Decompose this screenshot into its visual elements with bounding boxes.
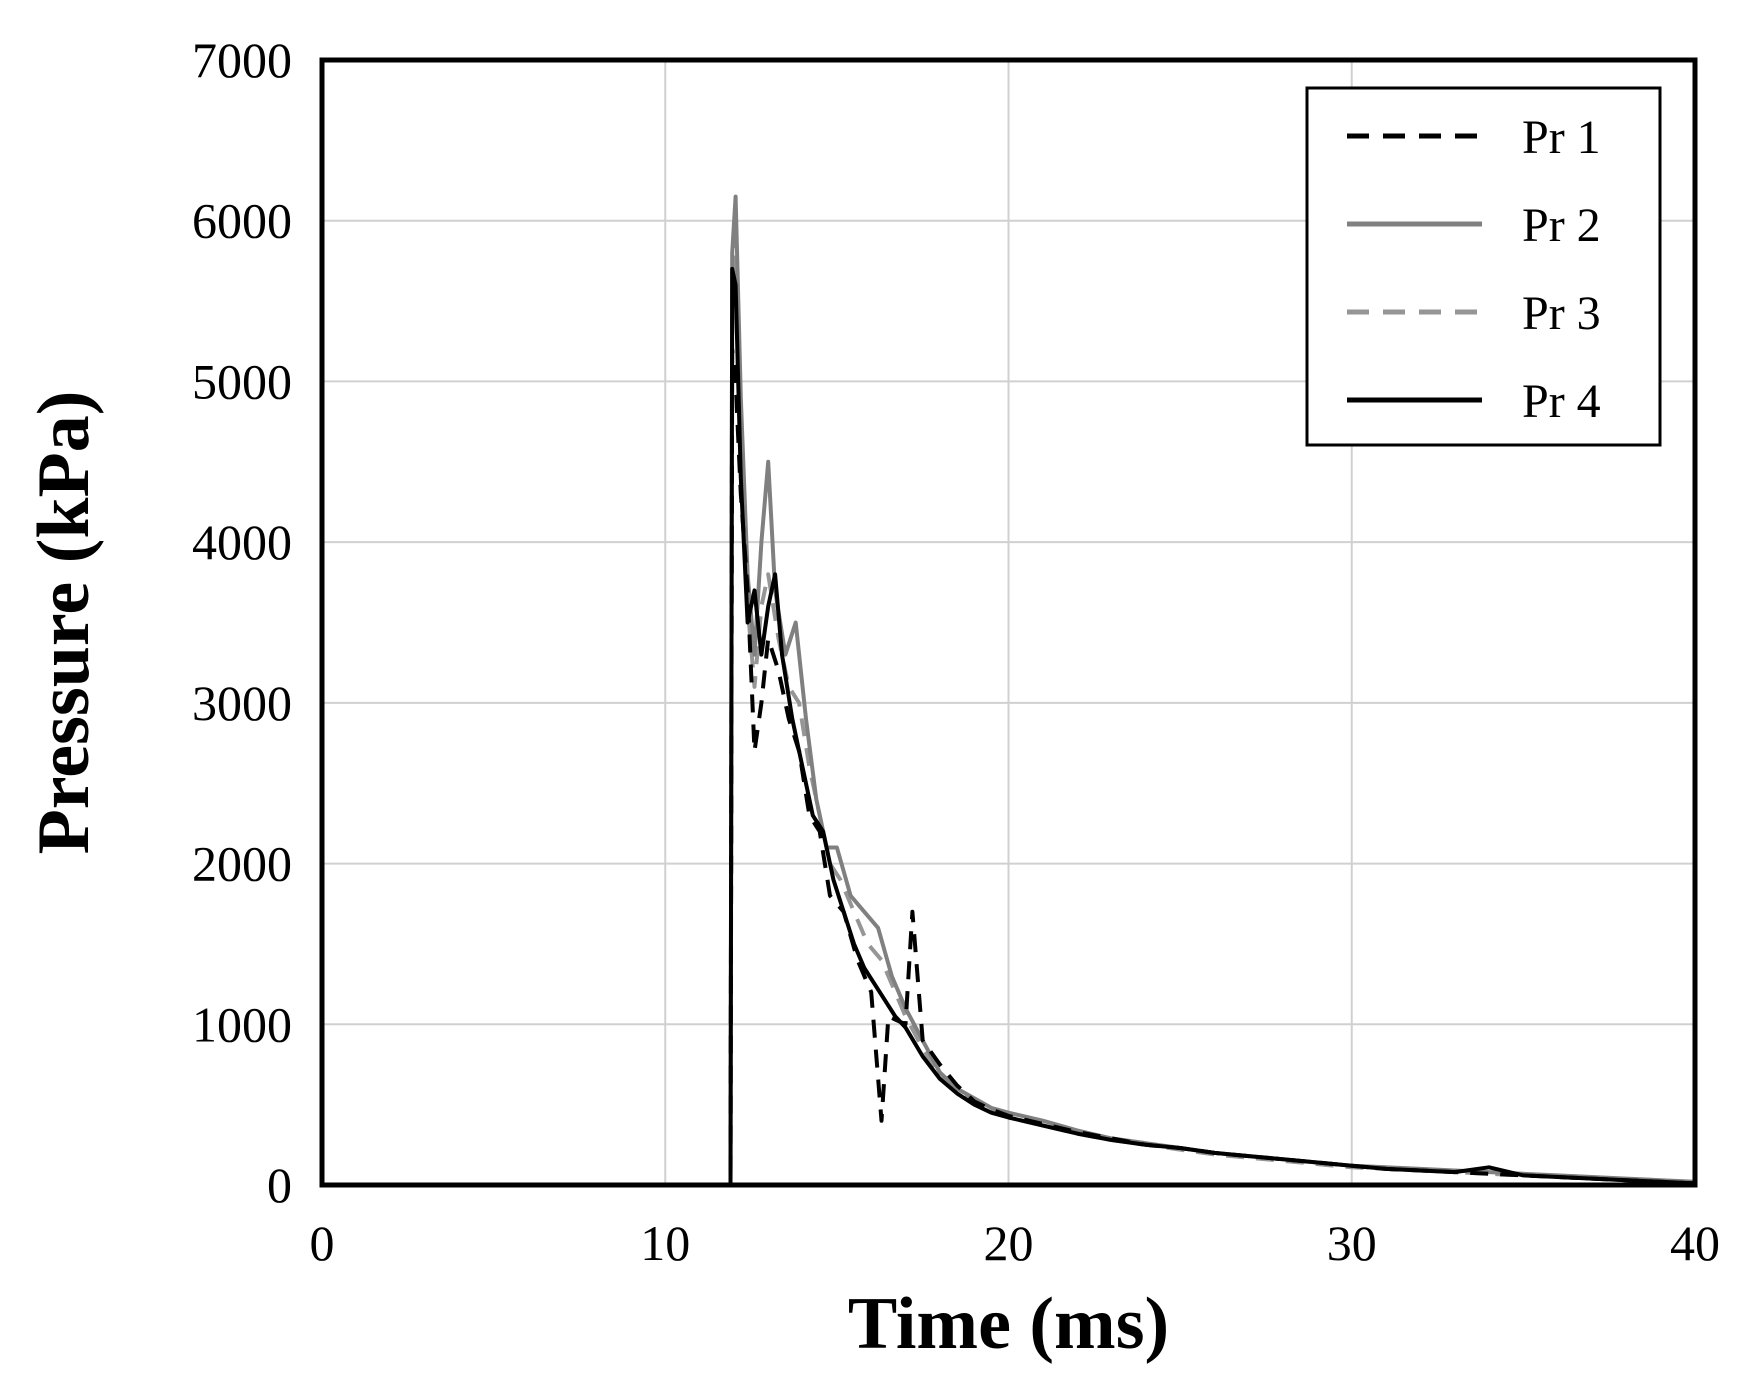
x-axis-title: Time (ms) bbox=[848, 1283, 1169, 1365]
y-tick-label: 0 bbox=[267, 1157, 292, 1213]
legend-label: Pr 3 bbox=[1522, 287, 1601, 340]
x-tick-label: 10 bbox=[640, 1215, 690, 1271]
y-tick-label: 7000 bbox=[192, 32, 292, 88]
plot-frame bbox=[319, 57, 1698, 1188]
series-lines bbox=[322, 194, 1696, 1187]
tick-labels: 0 10 20 30 40 0 1000 2000 3000 4000 5000 6000 7000 bbox=[192, 32, 1720, 1271]
legend-label: Pr 2 bbox=[1522, 199, 1601, 252]
x-tick-label: 30 bbox=[1327, 1215, 1377, 1271]
y-tick-label: 6000 bbox=[192, 193, 292, 249]
y-tick-label: 3000 bbox=[192, 675, 292, 731]
legend-label: Pr 4 bbox=[1522, 375, 1601, 428]
y-axis-title: Pressure (kPa) bbox=[23, 391, 105, 855]
x-tick-label: 0 bbox=[310, 1215, 335, 1271]
y-tick-label: 2000 bbox=[192, 836, 292, 892]
y-tick-label: 1000 bbox=[192, 996, 292, 1052]
x-tick-label: 20 bbox=[984, 1215, 1034, 1271]
legend-label: Pr 1 bbox=[1522, 111, 1601, 164]
x-tick-label: 40 bbox=[1670, 1215, 1720, 1271]
y-tick-label: 4000 bbox=[192, 514, 292, 570]
legend-box bbox=[1305, 86, 1662, 447]
series-line-pr-4 bbox=[322, 266, 1696, 1187]
y-tick-label: 5000 bbox=[192, 353, 292, 409]
legend: Pr 1 Pr 2 Pr 3 Pr 4 bbox=[1305, 86, 1662, 447]
